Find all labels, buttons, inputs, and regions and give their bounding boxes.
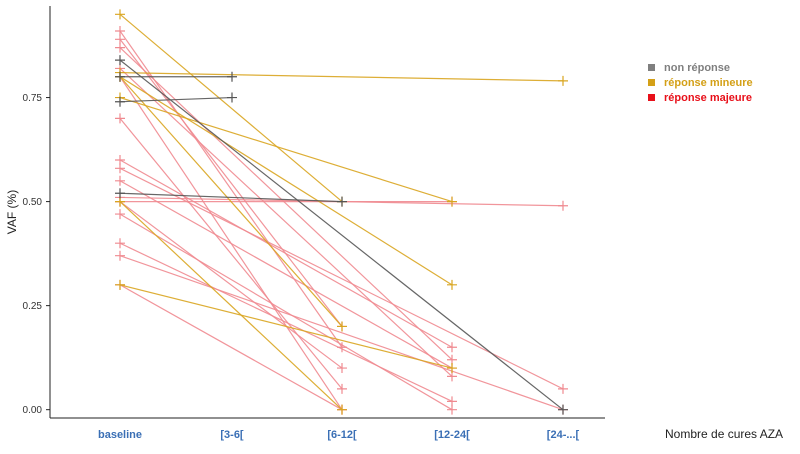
data-point-marker [115, 175, 125, 186]
legend: non réponse réponse mineure réponse majeur… [648, 62, 753, 104]
data-point-marker [447, 396, 457, 407]
data-point-marker [337, 404, 347, 415]
data-point-marker [115, 279, 125, 290]
data-point-marker [558, 383, 568, 394]
y-ticks: 0.00 0.25 0.50 0.75 [23, 93, 50, 416]
data-point-marker [447, 363, 457, 374]
legend-label-maj: réponse majeure [664, 92, 752, 104]
series-non-3 [115, 188, 347, 207]
data-point-marker [558, 200, 568, 211]
series-line [119, 59, 564, 411]
series-line [119, 201, 343, 411]
data-point-marker [227, 71, 237, 82]
series-line [119, 67, 453, 377]
series-line [119, 117, 343, 390]
series-line [119, 76, 343, 327]
x-tick-label: [6-12[ [327, 429, 357, 441]
data-point-marker [115, 9, 125, 20]
x-axis-title: Nombre de cures AZA [665, 427, 783, 441]
data-point-marker [337, 321, 347, 332]
data-point-marker [115, 96, 125, 107]
series-min-7 [115, 71, 457, 290]
series-non-2 [115, 92, 237, 107]
y-tick-label: 0.75 [23, 93, 43, 104]
data-point-marker [337, 196, 347, 207]
series-maj-23 [115, 209, 457, 415]
x-tick-label: [12-24[ [434, 429, 470, 441]
data-point-marker [447, 342, 457, 353]
legend-swatch-min [648, 79, 655, 86]
series-line [119, 192, 343, 203]
series-maj-13 [115, 42, 457, 365]
data-point-marker [558, 404, 568, 415]
data-point-marker [115, 238, 125, 249]
y-tick-label: 0.00 [23, 405, 43, 416]
series-line [119, 13, 343, 203]
data-point-marker [447, 196, 457, 207]
data-point-marker [337, 383, 347, 394]
data-point-marker [115, 209, 125, 220]
series-maj-26 [115, 279, 347, 415]
data-point-marker [115, 163, 125, 174]
y-tick-label: 0.25 [23, 301, 43, 312]
series-line [119, 30, 343, 348]
data-point-marker [447, 279, 457, 290]
x-tick-label: baseline [98, 429, 142, 441]
data-point-marker [115, 250, 125, 261]
x-tick-label: [3-6[ [220, 429, 244, 441]
series-line [119, 96, 233, 103]
data-point-marker [115, 55, 125, 66]
series-line [119, 255, 564, 411]
y-tick-label: 0.50 [23, 197, 43, 208]
data-point-marker [115, 188, 125, 199]
series-maj-19 [115, 175, 457, 374]
legend-label-non: non réponse [664, 62, 730, 74]
series-line [119, 180, 453, 369]
series-line [119, 213, 453, 411]
series-line [119, 96, 453, 203]
series-line [119, 284, 453, 369]
data-point-marker [115, 42, 125, 53]
axes [49, 6, 605, 419]
x-ticks: baseline [3-6[ [6-12[ [12-24[ [24-...[ [98, 429, 580, 441]
series-line [119, 159, 453, 348]
series-line [119, 242, 453, 402]
data-point-marker [337, 363, 347, 374]
data-point-marker [558, 75, 568, 86]
series-non-0 [115, 55, 568, 415]
series-layer [115, 9, 568, 415]
series-maj-14 [115, 63, 457, 382]
y-axis-title: VAF (%) [5, 190, 19, 234]
series-line [119, 38, 343, 327]
series-maj-24 [115, 238, 457, 407]
series-non-1 [115, 71, 237, 82]
data-point-marker [115, 71, 125, 82]
data-point-marker [227, 92, 237, 103]
series-maj-16 [115, 113, 347, 394]
legend-swatch-maj [648, 94, 655, 101]
series-line [119, 201, 343, 369]
series-min-10 [115, 279, 457, 374]
series-line [119, 76, 453, 286]
x-tick-label: [24-...[ [547, 429, 580, 441]
data-point-marker [115, 113, 125, 124]
legend-label-min: réponse mineure [664, 77, 753, 89]
series-line [119, 71, 564, 82]
legend-swatch-non [648, 64, 655, 71]
series-line [119, 284, 343, 411]
series-min-6 [115, 92, 457, 207]
